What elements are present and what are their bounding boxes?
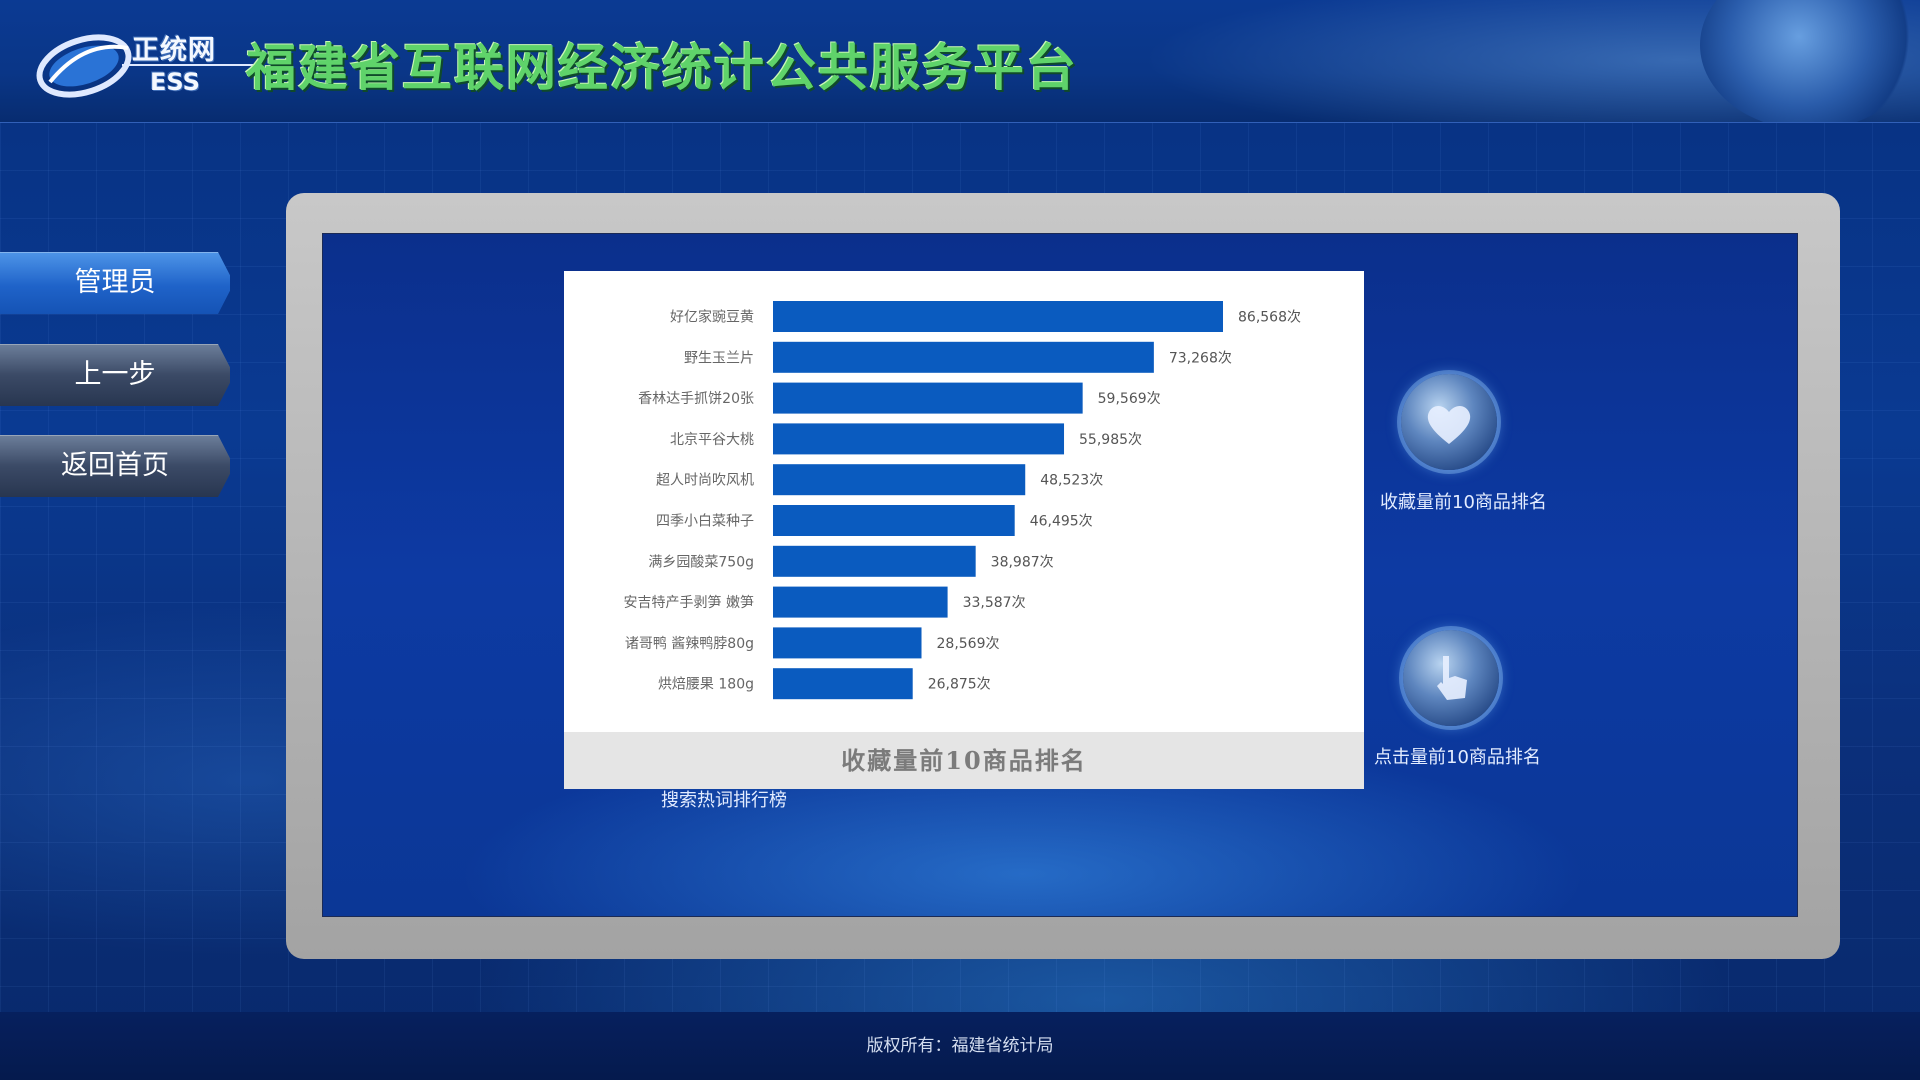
favorites-circle-button[interactable] [1401, 374, 1497, 470]
value-label: 26,875次 [928, 677, 991, 693]
nav-back-label: 上一步 [74, 359, 156, 390]
favorites-option-label[interactable]: 收藏量前10商品排名 [1380, 492, 1547, 513]
clicks-option-label[interactable]: 点击量前10商品排名 [1374, 747, 1541, 768]
logo-text-en: ESS [150, 68, 200, 96]
nav-admin-label: 管理员 [74, 267, 156, 298]
site-logo[interactable]: 正统网 ESS [32, 20, 262, 106]
category-label: 满乡园酸菜750g [648, 554, 754, 570]
nav-home-label: 返回首页 [61, 450, 169, 481]
chart-popup: 好亿家豌豆黄 86,568次野生玉兰片 73,268次香林达手抓饼20张 59,569… [564, 271, 1364, 789]
footer: 版权所有：福建省统计局 [0, 1012, 1920, 1080]
nav-admin-button[interactable]: 管理员 [0, 252, 230, 314]
value-label: 46,495次 [1030, 514, 1093, 530]
logo-text-cn: 正统网 [132, 35, 216, 66]
nav-home-button[interactable]: 返回首页 [0, 435, 230, 497]
header: 正统网 ESS 福建省互联网经济统计公共服务平台 [0, 0, 1920, 123]
bar[interactable] [773, 382, 1083, 414]
category-label: 四季小白菜种子 [656, 514, 754, 530]
value-label: 33,587次 [963, 595, 1026, 611]
value-label: 48,523次 [1040, 473, 1103, 489]
category-label: 诸哥鸭 酱辣鸭脖80g [625, 636, 754, 652]
category-label: 烘焙腰果 180g [658, 677, 754, 693]
bar[interactable] [773, 464, 1026, 496]
value-label: 55,985次 [1079, 432, 1142, 448]
globe-icon [1700, 0, 1920, 122]
category-label: 北京平谷大桃 [670, 432, 754, 448]
value-label: 59,569次 [1098, 391, 1161, 407]
bar[interactable] [773, 301, 1223, 332]
category-label: 香林达手抓饼20张 [638, 391, 754, 407]
category-label: 好亿家豌豆黄 [670, 309, 754, 326]
category-label: 超人时尚吹风机 [656, 473, 754, 489]
hand-pointer-icon [1437, 656, 1467, 700]
bar[interactable] [773, 586, 948, 618]
value-label: 86,568次 [1238, 310, 1301, 326]
bar[interactable] [773, 505, 1015, 536]
copyright-text: 版权所有：福建省统计局 [866, 1036, 1054, 1056]
logo-divider [122, 64, 262, 66]
logo-emblem-icon [36, 34, 132, 98]
category-label: 安吉特产手剥笋 嫩笋 [624, 594, 754, 611]
bar[interactable] [773, 341, 1154, 373]
category-label: 野生玉兰片 [684, 350, 754, 366]
bar[interactable] [773, 545, 976, 577]
heart-icon [1427, 406, 1471, 444]
bar[interactable] [773, 668, 913, 700]
clicks-circle-button[interactable] [1403, 630, 1499, 726]
bar[interactable] [773, 627, 922, 659]
site-title: 福建省互联网经济统计公共服务平台 [246, 39, 1078, 97]
value-label: 28,569次 [937, 636, 1000, 652]
nav-back-button[interactable]: 上一步 [0, 344, 230, 406]
chart-title: 收藏量前10商品排名 [564, 732, 1364, 789]
search-hotwords-option-label[interactable]: 搜索热词排行榜 [661, 790, 787, 811]
bar[interactable] [773, 423, 1065, 455]
value-label: 73,268次 [1169, 350, 1232, 366]
value-label: 38,987次 [991, 554, 1054, 570]
